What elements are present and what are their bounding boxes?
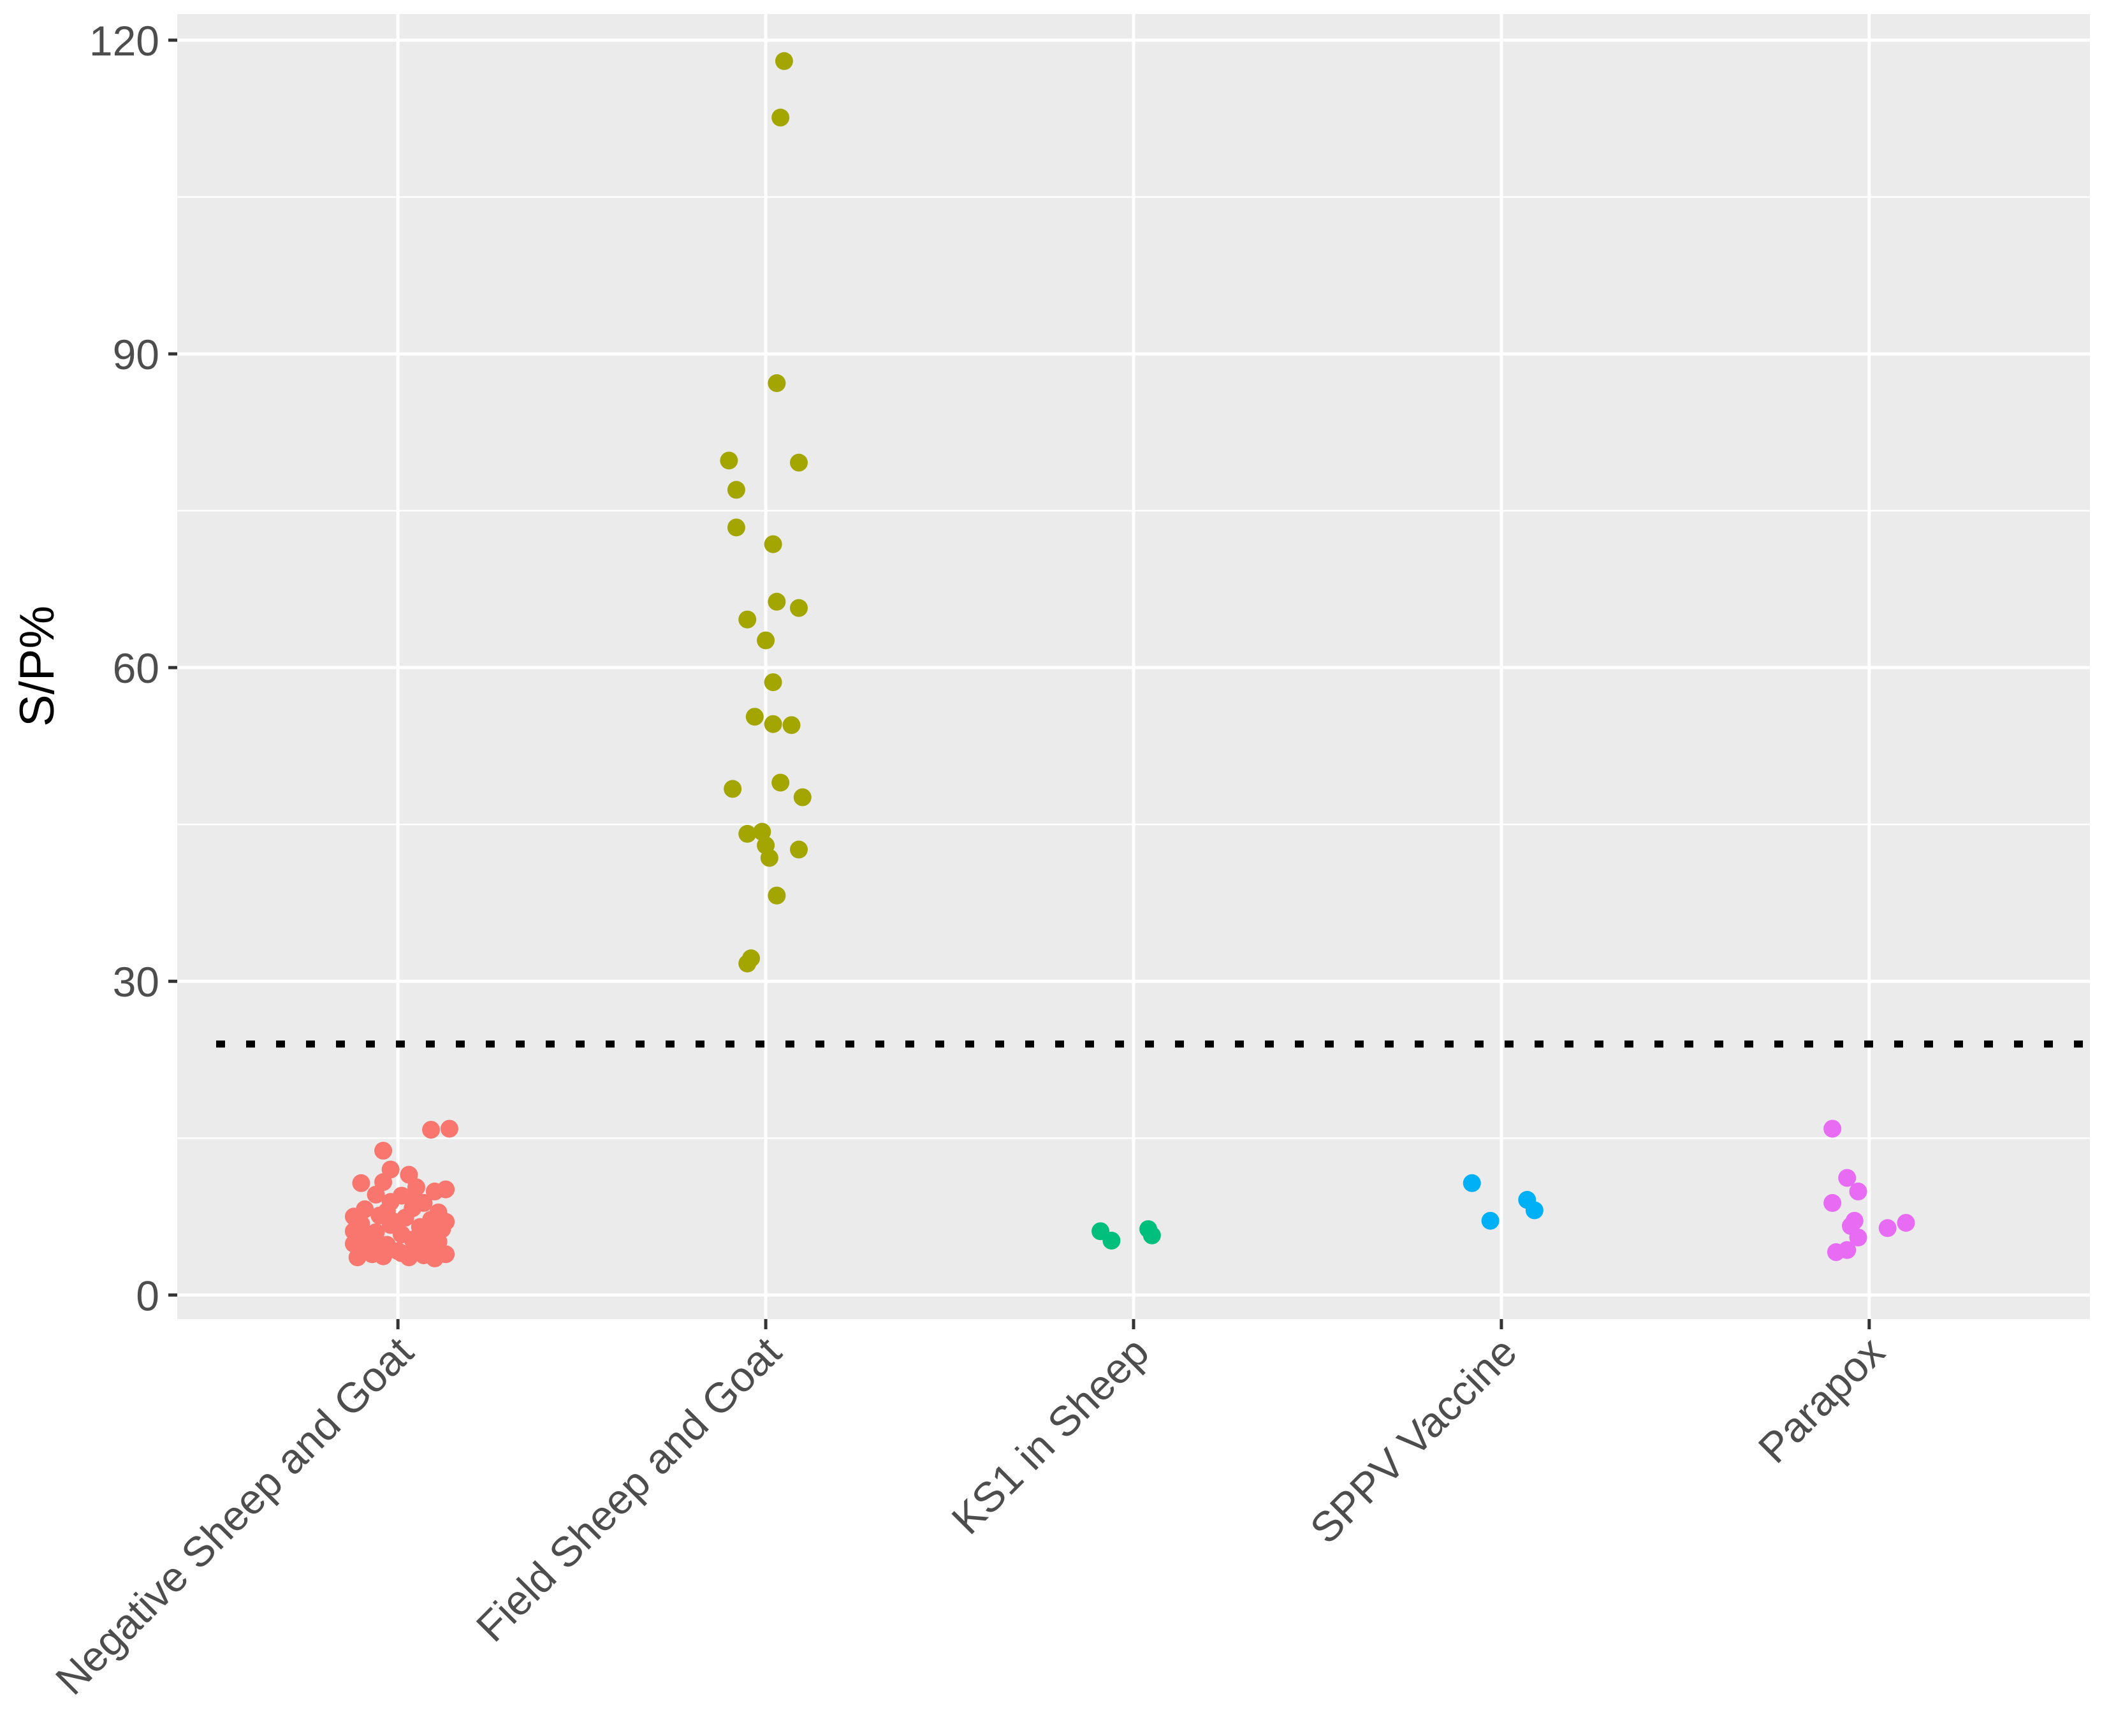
data-point [363, 1245, 381, 1264]
data-point [760, 849, 778, 867]
data-point [1878, 1219, 1897, 1237]
data-point [1481, 1211, 1500, 1230]
data-point [404, 1190, 422, 1208]
data-point [782, 716, 801, 734]
x-tick-label: KS1 in Sheep [942, 1328, 1158, 1543]
data-point [790, 599, 808, 617]
y-tick-label: 120 [89, 17, 159, 64]
data-point [1823, 1120, 1842, 1138]
data-point [724, 780, 742, 798]
data-point [1838, 1241, 1857, 1259]
data-point [775, 52, 793, 70]
data-points [344, 52, 1915, 1267]
data-point [392, 1244, 411, 1262]
data-point [768, 374, 786, 392]
y-tick-label: 90 [113, 331, 159, 378]
data-point [422, 1121, 441, 1139]
data-point [720, 451, 738, 470]
data-point [753, 822, 771, 841]
data-point [367, 1185, 385, 1204]
y-tick-label: 0 [136, 1272, 159, 1319]
data-point [425, 1249, 444, 1267]
data-point [727, 518, 745, 537]
data-point [738, 954, 757, 973]
data-point [1102, 1231, 1121, 1250]
data-point [352, 1174, 370, 1192]
data-point [764, 535, 782, 553]
data-point [738, 610, 757, 629]
data-point [1849, 1229, 1867, 1247]
data-point [727, 481, 745, 499]
data-point [1142, 1226, 1161, 1244]
x-tick-label: Negative Sheep and Goat [47, 1328, 422, 1703]
data-point [1849, 1182, 1867, 1200]
data-point [790, 840, 808, 859]
y-tick-label: 60 [113, 645, 159, 692]
data-point [437, 1180, 455, 1199]
data-point [793, 788, 812, 806]
data-point [764, 715, 782, 733]
data-point [367, 1231, 385, 1250]
data-point [348, 1248, 367, 1267]
data-point [1897, 1214, 1915, 1232]
data-point [790, 453, 808, 472]
x-tick-label: Field Sheep and Goat [467, 1328, 790, 1651]
data-point [1463, 1174, 1481, 1192]
x-tick-label: Parapox [1749, 1328, 1894, 1472]
data-point [418, 1223, 437, 1241]
data-point [768, 592, 786, 611]
major-gridlines [177, 14, 2090, 1319]
data-point [768, 886, 786, 905]
data-point [1838, 1169, 1857, 1187]
data-point [738, 824, 757, 843]
data-point [745, 708, 764, 726]
data-point [757, 631, 775, 650]
y-axis-ticks: 0 30 60 90 120 [89, 17, 177, 1319]
data-point [440, 1120, 458, 1138]
data-point [1525, 1201, 1544, 1220]
x-tick-label: SPPV Vaccine [1301, 1328, 1525, 1552]
data-point [771, 773, 790, 792]
data-point [344, 1234, 363, 1253]
x-axis-ticks: Negative Sheep and Goat Field Sheep and G… [47, 1319, 1894, 1703]
y-tick-label: 30 [113, 958, 159, 1005]
data-point [1823, 1193, 1842, 1212]
data-point [377, 1202, 396, 1221]
data-point [764, 673, 782, 692]
data-point [374, 1141, 393, 1160]
data-point [771, 108, 790, 127]
y-axis-title: S/P% [10, 606, 64, 727]
